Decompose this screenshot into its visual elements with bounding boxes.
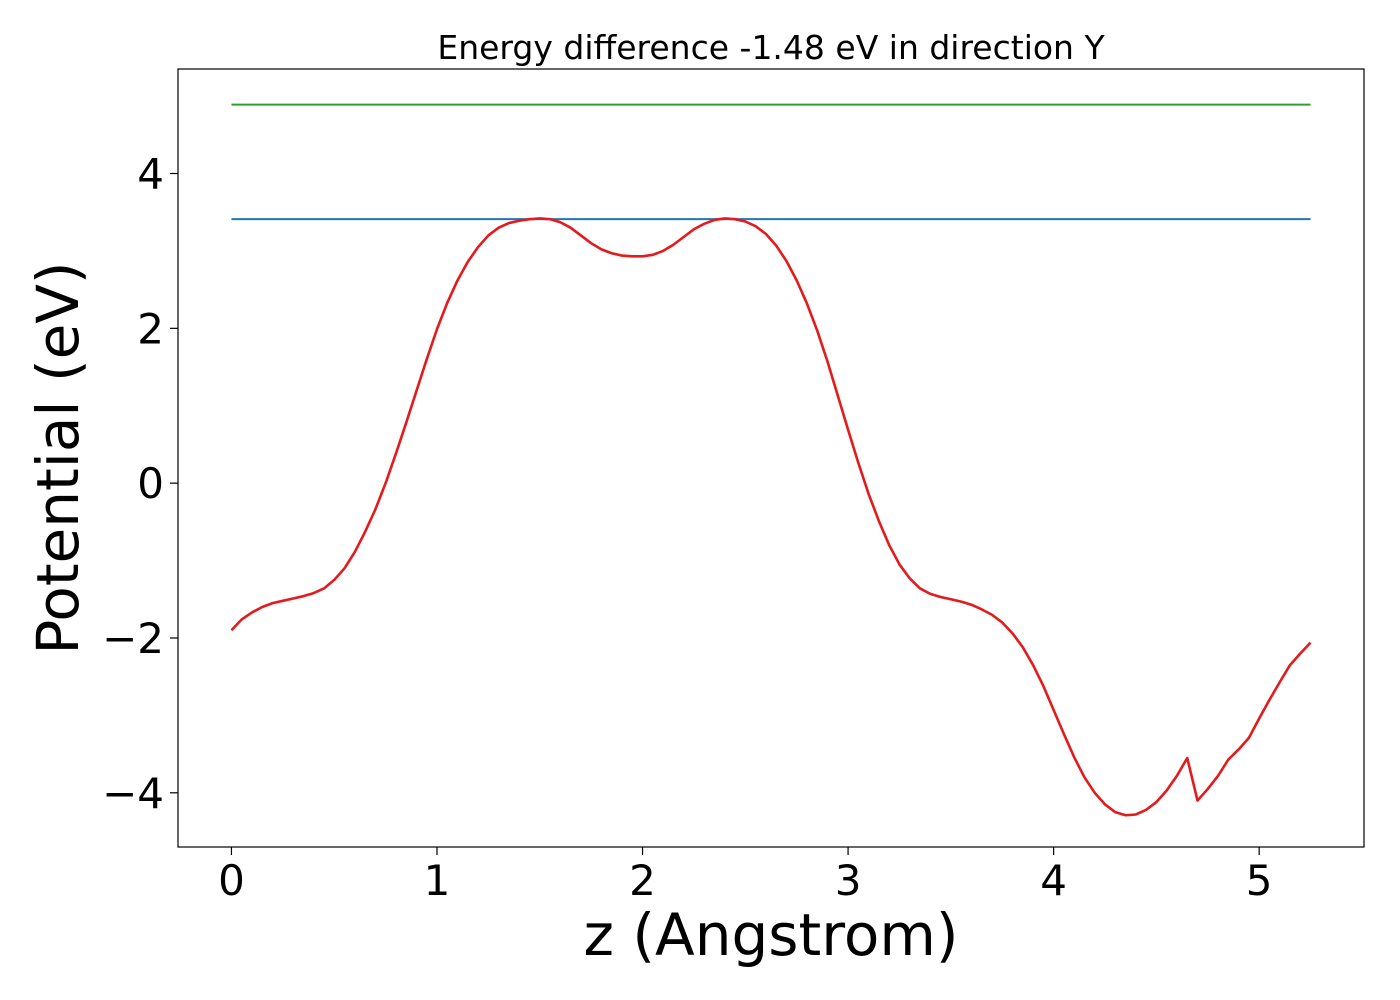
x-tick-label: 5 — [1246, 856, 1273, 905]
plot-background — [178, 69, 1364, 847]
x-tick-label: 4 — [1040, 856, 1067, 905]
x-axis-label: z (Angstrom) — [584, 901, 959, 969]
y-tick-label: 2 — [137, 304, 164, 353]
plot-frame — [177, 68, 1365, 848]
y-tick-label: 0 — [137, 459, 164, 508]
y-tick-label: −2 — [102, 614, 164, 663]
series-layer — [230, 103, 1312, 817]
chart-title: Energy difference -1.48 eV in direction … — [437, 28, 1105, 67]
x-tick-label: 3 — [835, 856, 862, 905]
y-tick-label: −4 — [102, 769, 164, 818]
x-tick-label: 0 — [218, 856, 245, 905]
y-axis-label: Potential (eV) — [24, 261, 92, 654]
x-tick-label: 1 — [424, 856, 451, 905]
y-tick-label: 4 — [137, 150, 164, 199]
x-tick-label: 2 — [629, 856, 656, 905]
x-axis-ticks: 0 1 2 3 4 5 — [218, 847, 1273, 905]
y-axis-ticks: −4 −2 0 2 4 — [102, 150, 178, 818]
series-line-3 — [230, 217, 1312, 817]
